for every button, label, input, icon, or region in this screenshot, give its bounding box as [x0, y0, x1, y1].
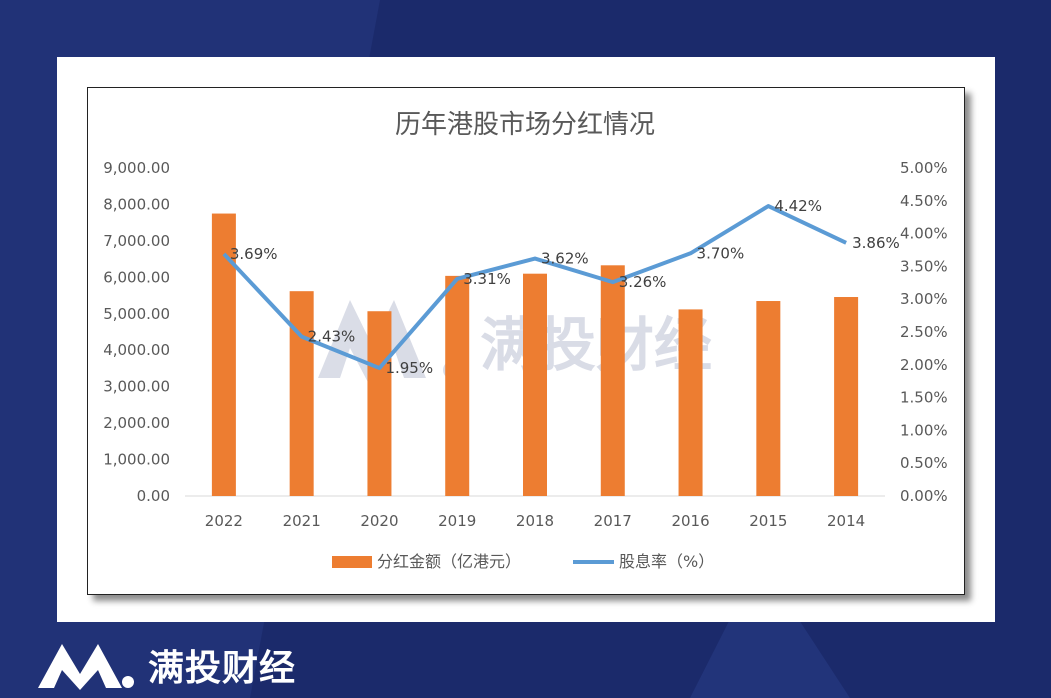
bar	[678, 309, 703, 496]
dividend-yield-line	[222, 204, 847, 371]
brand-name: 满投财经	[148, 648, 297, 689]
data-label: 3.69%	[230, 245, 278, 263]
bar	[523, 273, 547, 496]
left-tick-label: 5,000.00	[103, 305, 170, 323]
data-label: 3.31%	[463, 270, 511, 288]
x-tick-label: 2019	[438, 512, 476, 530]
data-label: 3.26%	[619, 273, 667, 291]
left-tick-label: 0.00	[137, 487, 170, 505]
left-tick-label: 3,000.00	[103, 378, 170, 396]
data-label: 4.42%	[774, 197, 822, 215]
right-tick-label: 2.00%	[900, 356, 948, 374]
bar	[445, 275, 470, 496]
x-tick-label: 2017	[594, 512, 632, 530]
data-label: 1.95%	[385, 359, 433, 377]
right-tick-label: 4.00%	[900, 225, 948, 243]
left-tick-label: 6,000.00	[103, 268, 170, 286]
right-tick-label: 4.50%	[900, 192, 948, 210]
left-tick-label: 2,000.00	[103, 414, 170, 432]
left-tick-label: 8,000.00	[103, 195, 170, 213]
axes-group: 0.00 1,000.00 2,000.00 3,000.00 4,000.00 5,00…	[103, 159, 947, 530]
data-label: 3.86%	[852, 234, 900, 252]
right-tick-label: 5.00%	[900, 159, 948, 177]
bars-group	[211, 213, 859, 497]
right-tick-label: 2.50%	[900, 323, 948, 341]
chart-title: 历年港股市场分红情况	[395, 110, 655, 140]
x-tick-label: 2018	[516, 512, 554, 530]
bar	[289, 291, 314, 496]
x-tick-label: 2014	[827, 512, 865, 530]
data-label: 2.43%	[308, 328, 356, 346]
bar	[834, 297, 859, 496]
footer-brand: 满投财经	[36, 640, 296, 690]
data-label: 3.62%	[541, 250, 589, 268]
right-tick-label: 3.50%	[900, 257, 948, 275]
watermark-text: 满投财经	[480, 311, 712, 379]
left-tick-label: 1,000.00	[103, 451, 170, 469]
bar	[367, 311, 392, 496]
bar	[756, 301, 781, 496]
data-label: 3.70%	[697, 244, 745, 262]
x-tick-label: 2022	[205, 512, 243, 530]
right-tick-label: 1.50%	[900, 389, 948, 407]
brand-logo-icon	[38, 644, 134, 690]
legend-bar-swatch	[332, 556, 372, 568]
x-tick-label: 2021	[283, 512, 321, 530]
bar	[600, 265, 625, 496]
legend: 分红金额（亿港元） 股息率（%）	[332, 552, 714, 571]
right-tick-label: 3.00%	[900, 290, 948, 308]
legend-bar-label: 分红金额（亿港元）	[377, 552, 521, 571]
x-tick-label: 2016	[671, 512, 709, 530]
legend-line-label: 股息率（%）	[619, 552, 714, 571]
x-tick-label: 2020	[360, 512, 398, 530]
left-tick-label: 4,000.00	[103, 341, 170, 359]
right-tick-label: 0.50%	[900, 454, 948, 472]
left-tick-label: 7,000.00	[103, 232, 170, 250]
right-tick-label: 1.00%	[900, 421, 948, 439]
right-tick-label: 0.00%	[900, 487, 948, 505]
line-group: 3.69% 2.43% 1.95% 3.31% 3.62% 3.26% 3.70% 4.42%…	[222, 197, 900, 377]
x-tick-label: 2015	[749, 512, 787, 530]
left-tick-label: 9,000.00	[103, 159, 170, 177]
